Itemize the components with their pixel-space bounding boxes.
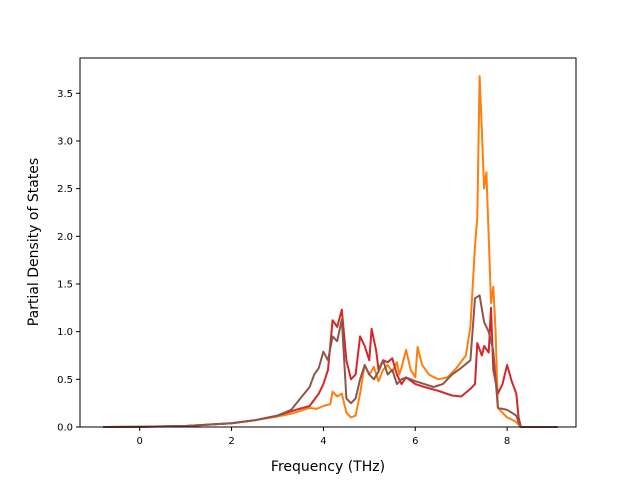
x-tick-label: 8: [504, 436, 510, 447]
x-tick-label: 2: [228, 436, 234, 447]
y-tick-label: 0.0: [57, 423, 73, 434]
series-line-1: [102, 75, 558, 428]
y-tick-label: 3.5: [57, 89, 73, 100]
x-axis-label: Frequency (THz): [271, 459, 385, 475]
y-tick-label: 0.5: [57, 375, 73, 386]
x-axis-ticks: 0 2 4 6 8: [137, 427, 510, 447]
series-lines: [102, 75, 558, 428]
series-line-3: [102, 294, 558, 428]
y-tick-label: 2.0: [57, 232, 73, 243]
x-tick-label: 6: [412, 436, 418, 447]
y-tick-label: 2.5: [57, 184, 73, 195]
x-tick-label: 0: [137, 436, 143, 447]
series-line-2: [102, 306, 558, 428]
x-tick-label: 4: [320, 436, 326, 447]
y-axis-ticks: 0.0 0.5 1.0 1.5 2.0 2.5 3.0 3.5: [57, 89, 80, 434]
y-tick-label: 1.5: [57, 279, 73, 290]
plot-frame: [79, 57, 577, 428]
y-tick-label: 3.0: [57, 136, 73, 147]
y-axis-label: Partial Density of States: [26, 158, 42, 326]
y-tick-label: 1.0: [57, 327, 73, 338]
